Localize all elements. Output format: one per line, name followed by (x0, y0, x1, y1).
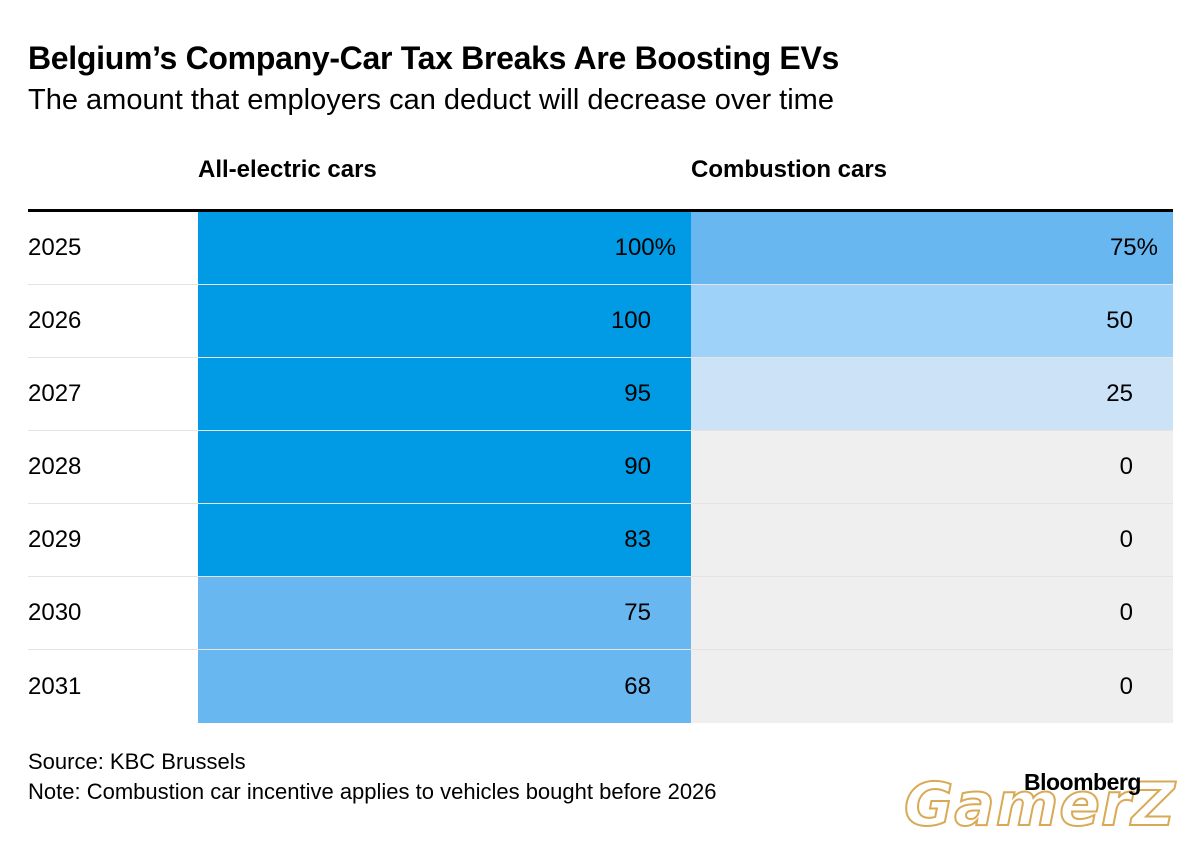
ev-value-cell: 68 (198, 650, 691, 723)
header-rule (28, 209, 1173, 212)
table-row: 2029 83 0 (28, 504, 1173, 577)
column-header-all-electric: All-electric cars (198, 156, 377, 183)
combustion-value-cell: 25 (691, 358, 1173, 430)
ev-value-cell: 90 (198, 431, 691, 503)
footnote: Note: Combustion car incentive applies t… (28, 779, 717, 804)
column-header-combustion: Combustion cars (691, 156, 888, 183)
ev-value-cell: 100 (198, 285, 691, 357)
row-year-label: 2025 (28, 234, 82, 261)
table-body: 2025 100% 75% 2026 100 50 2027 95 25 2028 90 0 2029 8… (28, 212, 1173, 723)
combustion-value-cell: 0 (691, 431, 1173, 503)
ev-value-cell: 100% (198, 212, 691, 284)
table-row: 2031 68 0 (28, 650, 1173, 723)
row-year-label: 2027 (28, 380, 82, 407)
row-year-label: 2030 (28, 599, 82, 626)
table-row: 2030 75 0 (28, 577, 1173, 650)
bloomberg-logo: Bloomberg (1024, 769, 1141, 795)
table-row: 2027 95 25 (28, 358, 1173, 431)
row-year-label: 2029 (28, 526, 82, 553)
combustion-value-cell: 75% (691, 212, 1173, 284)
chart-subtitle: The amount that employers can deduct wil… (28, 84, 834, 116)
row-year-label: 2028 (28, 453, 82, 480)
combustion-value-cell: 0 (691, 650, 1173, 723)
chart-title: Belgium’s Company-Car Tax Breaks Are Boo… (28, 40, 840, 76)
watermark: GamerZ (903, 769, 1177, 841)
combustion-value-cell: 50 (691, 285, 1173, 357)
row-year-label: 2026 (28, 307, 82, 334)
ev-value-cell: 75 (198, 577, 691, 649)
ev-value-cell: 83 (198, 504, 691, 576)
table-row: 2025 100% 75% (28, 212, 1173, 285)
ev-value-cell: 95 (198, 358, 691, 430)
table-row: 2026 100 50 (28, 285, 1173, 358)
combustion-value-cell: 0 (691, 577, 1173, 649)
source-note: Source: KBC Brussels (28, 749, 246, 774)
combustion-value-cell: 0 (691, 504, 1173, 576)
table-row: 2028 90 0 (28, 431, 1173, 504)
row-year-label: 2031 (28, 672, 82, 700)
